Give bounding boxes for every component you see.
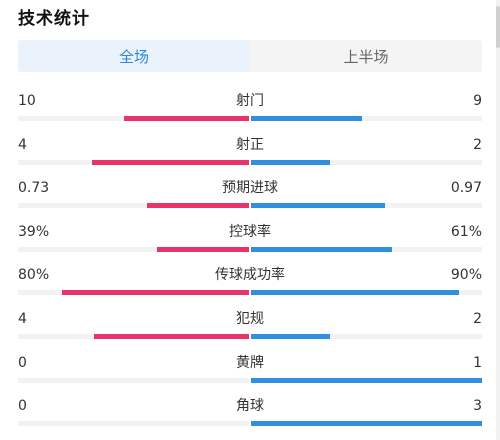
- stat-away-track: [251, 203, 482, 209]
- stat-home-value: 4: [18, 136, 27, 153]
- stat-away-bar: [251, 116, 362, 121]
- stat-home-track: [18, 421, 249, 427]
- stat-away-track: [251, 290, 482, 296]
- stat-row: 射门 10 9: [18, 92, 482, 132]
- stat-label: 控球率: [229, 223, 271, 240]
- stat-label: 传球成功率: [215, 267, 285, 284]
- scrollbar[interactable]: [496, 0, 500, 440]
- stat-row: 犯规 4 2: [18, 310, 482, 350]
- stat-row: 角球 0 3: [18, 397, 482, 437]
- stat-away-value: 9: [473, 93, 482, 109]
- stat-row: 预期进球 0.73 0.97: [18, 179, 482, 219]
- stat-home-value: 39%: [18, 223, 50, 240]
- stat-away-bar: [251, 334, 330, 339]
- period-tabs: 全场 上半场: [18, 40, 482, 72]
- stat-home-value: 80%: [18, 267, 50, 284]
- stat-label: 角球: [236, 398, 264, 415]
- stat-home-track: [18, 334, 249, 339]
- stat-home-track: [18, 159, 249, 165]
- stat-row: 控球率 39% 61%: [18, 223, 482, 263]
- stat-label: 射门: [236, 93, 264, 109]
- stat-home-value: 0: [18, 398, 27, 415]
- stat-home-track: [18, 377, 249, 383]
- stat-home-track: [18, 116, 249, 121]
- stat-away-track: [251, 377, 482, 383]
- stat-away-track: [251, 334, 482, 339]
- stat-row: 黄牌 0 1: [18, 354, 482, 394]
- stat-away-value: 61%: [450, 223, 482, 240]
- stat-home-value: 0.73: [18, 180, 50, 197]
- stat-away-value: 0.97: [450, 180, 482, 197]
- stat-away-bar: [251, 421, 482, 427]
- stat-label: 犯规: [236, 311, 264, 327]
- stat-away-bar: [251, 377, 482, 383]
- stat-row: 传球成功率 80% 90%: [18, 266, 482, 306]
- stat-home-track: [18, 203, 249, 209]
- stat-home-track: [18, 290, 249, 296]
- stat-home-bar: [157, 246, 249, 252]
- stat-home-bar: [94, 334, 249, 339]
- stat-home-value: 4: [18, 311, 27, 327]
- stat-home-bar: [124, 116, 249, 121]
- stat-label: 射正: [236, 136, 264, 153]
- scrollbar-thumb[interactable]: [496, 6, 500, 48]
- stat-home-bar: [62, 290, 249, 296]
- stat-label: 预期进球: [222, 180, 278, 197]
- stat-away-bar: [251, 246, 392, 252]
- stat-away-value: 3: [473, 398, 482, 415]
- stat-home-value: 10: [18, 93, 36, 109]
- tab-first-half[interactable]: 上半场: [343, 47, 389, 66]
- stat-away-value: 1: [473, 354, 482, 371]
- page-title: 技术统计: [18, 9, 90, 29]
- stat-home-track: [18, 246, 249, 252]
- stat-away-value: 2: [473, 311, 482, 327]
- stat-away-bar: [251, 159, 330, 165]
- stat-home-bar: [92, 159, 249, 165]
- stat-away-value: 90%: [450, 267, 482, 284]
- stat-away-track: [251, 159, 482, 165]
- stat-away-track: [251, 421, 482, 427]
- stat-away-track: [251, 246, 482, 252]
- stat-away-bar: [251, 290, 459, 296]
- stat-home-value: 0: [18, 354, 27, 371]
- stat-label: 黄牌: [236, 354, 264, 371]
- stat-away-track: [251, 116, 482, 121]
- stat-away-bar: [251, 203, 385, 209]
- tab-full-match[interactable]: 全场: [18, 40, 250, 72]
- stat-away-value: 2: [473, 136, 482, 153]
- stat-row: 射正 4 2: [18, 136, 482, 176]
- stat-home-bar: [147, 203, 249, 209]
